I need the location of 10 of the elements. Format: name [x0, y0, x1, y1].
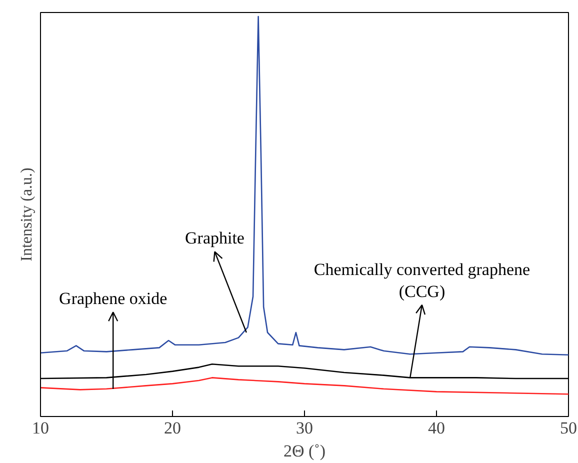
x-tick-label: 50 — [560, 418, 577, 438]
x-tick-label: 30 — [296, 418, 313, 438]
x-tick-label: 40 — [428, 418, 445, 438]
x-tick-label: 20 — [164, 418, 181, 438]
annotation: Chemically converted graphene (CCG) — [314, 260, 530, 301]
annotation: Graphite — [185, 228, 244, 248]
x-tick-label: 10 — [32, 418, 49, 438]
annotation: Graphene oxide — [59, 289, 168, 308]
x-axis-title: 2Θ (˚) — [283, 442, 326, 460]
y-axis-title: Intensity (a.u.) — [18, 168, 36, 262]
